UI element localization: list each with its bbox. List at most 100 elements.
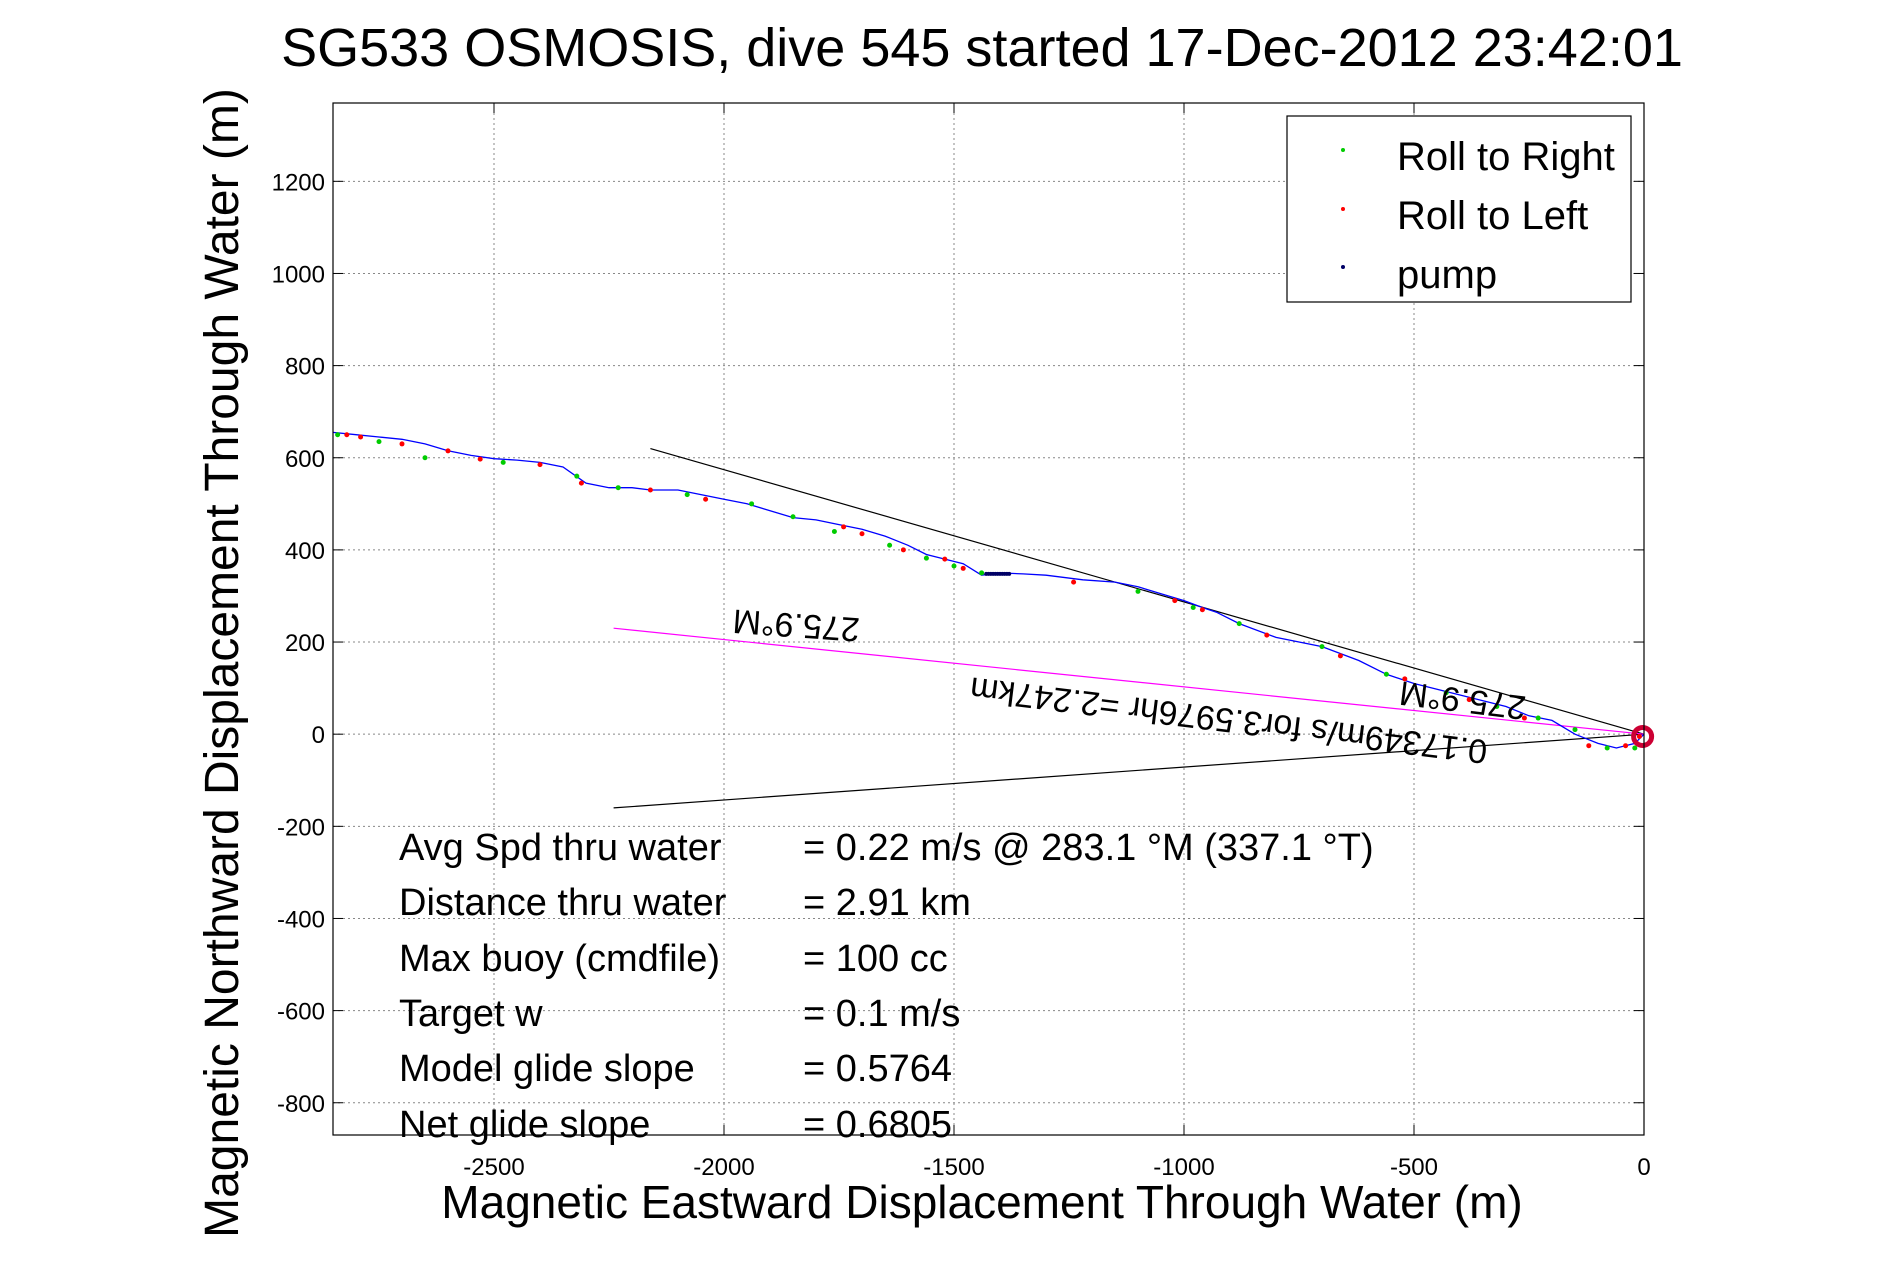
legend: Roll to Right Roll to Left pump (1286, 115, 1632, 303)
roll-right-point (684, 492, 690, 498)
guide-lines (613, 447, 1645, 809)
y-tick-label: 600 (285, 446, 325, 473)
legend-label-pump: pump (1397, 253, 1497, 297)
guide-line-heading (613, 627, 1645, 735)
stat-label-max-buoy: Max buoy (cmdfile) (399, 938, 720, 980)
legend-marker-roll-left (1341, 207, 1345, 211)
stat-label-target-w: Target w (399, 993, 543, 1035)
y-tick-label: 800 (285, 354, 325, 381)
roll-right-point (500, 459, 506, 465)
x-tick-label: -1000 (1153, 1154, 1214, 1181)
stat-label-net-glide: Net glide slope (399, 1104, 650, 1146)
roll-right-point (979, 570, 985, 576)
roll-right-point (335, 432, 341, 438)
roll-left-point (445, 448, 451, 454)
roll-right-point (1535, 715, 1541, 721)
y-tick-label: 1000 (272, 261, 325, 288)
roll-right-point (422, 455, 428, 461)
stat-value-net-glide: = 0.6805 (803, 1104, 952, 1146)
y-tick-label: -400 (277, 906, 325, 933)
guide-line-upper-bound (650, 447, 1645, 735)
x-tick-label: -2000 (693, 1154, 754, 1181)
chart-title: SG533 OSMOSIS, dive 545 started 17-Dec-2… (281, 18, 1683, 78)
roll-right-point (1443, 690, 1449, 696)
roll-right-point (574, 473, 580, 479)
roll-left-point (1636, 733, 1642, 739)
roll-left-point (1402, 676, 1408, 682)
stat-value-avg-speed: = 0.22 m/s @ 283.1 °M (337.1 °T) (803, 827, 1374, 869)
roll-left-point (841, 524, 847, 530)
roll-left-point (1199, 607, 1205, 613)
stat-label-model-glide: Model glide slope (399, 1048, 695, 1090)
roll-right-point (790, 514, 796, 520)
y-tick-label: 200 (285, 630, 325, 657)
legend-marker-pump (1341, 265, 1345, 269)
stat-value-model-glide: = 0.5764 (803, 1048, 952, 1090)
track-series (332, 431, 1645, 749)
roll-left-point (703, 496, 709, 502)
roll-right-point (1494, 704, 1500, 710)
roll-right-point (1319, 644, 1325, 650)
stat-label-avg-speed: Avg Spd thru water (399, 827, 722, 869)
roll-left-point (1264, 632, 1270, 638)
x-tick-label: 0 (1637, 1154, 1650, 1181)
roll-left-point (399, 441, 405, 447)
pump-point (984, 571, 989, 576)
roll-right-point (376, 439, 382, 445)
roll-right-point (1572, 727, 1578, 733)
roll-right-point (1604, 745, 1610, 751)
y-tick-label: -200 (277, 814, 325, 841)
grid-lines (333, 103, 1645, 1135)
x-tick-label: -500 (1390, 1154, 1438, 1181)
roll-right-point (1190, 604, 1196, 610)
roll-right-point (615, 485, 621, 491)
surface-marker (1631, 724, 1655, 748)
roll-right-point (831, 528, 837, 534)
x-tick-label: -2500 (463, 1154, 524, 1181)
roll-right-point (951, 563, 957, 569)
roll-left-point (960, 565, 966, 571)
roll-markers (335, 432, 1655, 751)
roll-left-point (344, 432, 350, 438)
roll-left-point (1466, 697, 1472, 703)
guide-line-lower-bound (613, 733, 1645, 809)
roll-right-point (887, 542, 893, 548)
roll-left-point (1586, 743, 1592, 749)
roll-left-point (1172, 598, 1178, 604)
roll-left-point (1071, 579, 1077, 585)
x-tick-label: -1500 (923, 1154, 984, 1181)
roll-left-point (1521, 715, 1527, 721)
x-axis-label: Magnetic Eastward Displacement Through W… (441, 1176, 1522, 1228)
plot-frame (332, 102, 1645, 1136)
annotation-heading-upper: 275.9°M (732, 602, 861, 649)
stat-value-target-w: = 0.1 m/s (803, 993, 960, 1035)
roll-left-point (859, 531, 865, 537)
roll-left-point (537, 462, 543, 468)
roll-right-point (1135, 588, 1141, 594)
stat-value-distance: = 2.91 km (803, 882, 971, 924)
y-tick-label: 1200 (272, 169, 325, 196)
legend-label-roll-right: Roll to Right (1397, 135, 1615, 179)
axis-ticks: -2500 -2000 -1500 -1000 -500 0-800-600-400-20… (272, 103, 1651, 1181)
y-tick-label: -800 (277, 1091, 325, 1118)
y-axis-label: Magnetic Northward Displacement Through … (196, 88, 249, 1238)
roll-right-point (1236, 621, 1242, 627)
stats-block: Avg Spd thru water = 0.22 m/s @ 283.1 °M… (399, 827, 1374, 1146)
legend-label-roll-left: Roll to Left (1397, 194, 1588, 238)
roll-left-point (477, 456, 483, 462)
roll-left-point (1623, 743, 1629, 749)
legend-marker-roll-right (1341, 148, 1345, 152)
stat-label-distance: Distance thru water (399, 882, 727, 924)
roll-right-point (923, 555, 929, 561)
roll-left-point (578, 480, 584, 486)
roll-right-point (1632, 745, 1638, 751)
y-tick-label: 0 (312, 722, 325, 749)
y-tick-label: 400 (285, 538, 325, 565)
roll-left-point (358, 434, 364, 440)
roll-right-point (749, 501, 755, 507)
y-tick-label: -600 (277, 999, 325, 1026)
roll-left-point (1337, 653, 1343, 659)
roll-left-point (942, 556, 948, 562)
roll-right-point (1383, 671, 1389, 677)
